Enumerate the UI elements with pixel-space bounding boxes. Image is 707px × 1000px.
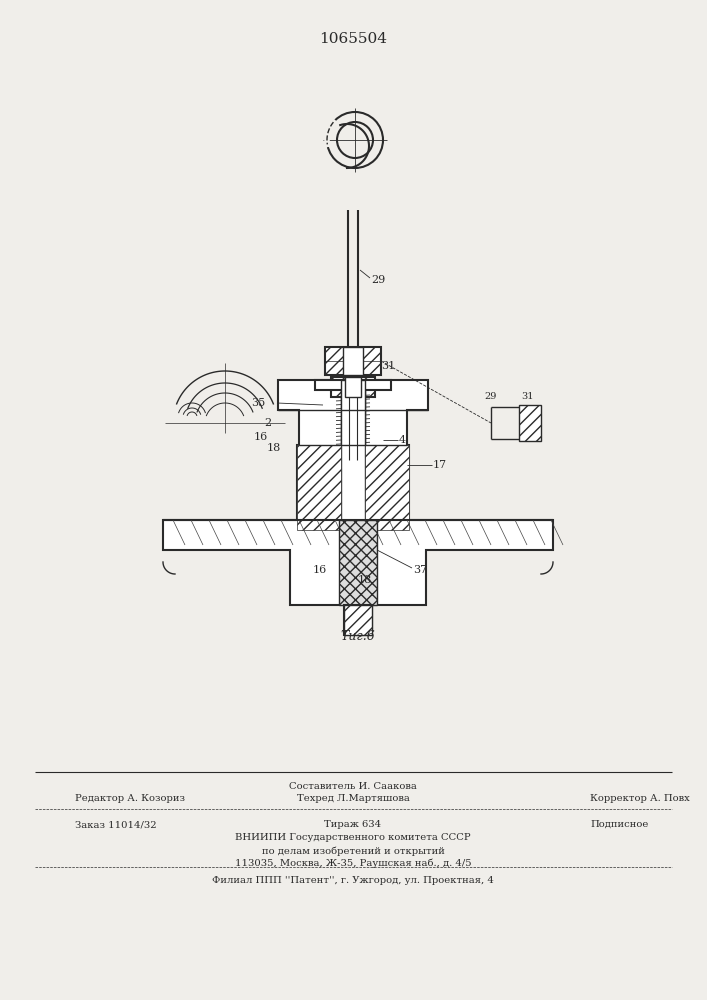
- Bar: [519, 405, 541, 441]
- Bar: [339, 520, 377, 605]
- Text: 31: 31: [521, 392, 533, 401]
- Text: 18: 18: [358, 575, 373, 585]
- Text: Тираж 634: Тираж 634: [325, 820, 382, 829]
- Bar: [365, 445, 409, 530]
- Text: ВНИИПИ Государственного комитета СССР: ВНИИПИ Государственного комитета СССР: [235, 833, 471, 842]
- Bar: [297, 445, 341, 530]
- Text: Τиг.6: Τиг.6: [341, 630, 375, 643]
- Text: 4: 4: [399, 435, 406, 445]
- Text: по делам изобретений и открытий: по делам изобретений и открытий: [262, 846, 445, 856]
- Bar: [345, 377, 361, 397]
- Text: Филиал ППП ''Патент'', г. Ужгород, ул. Проектная, 4: Филиал ППП ''Патент'', г. Ужгород, ул. П…: [212, 876, 494, 885]
- Bar: [325, 347, 381, 375]
- Bar: [341, 390, 365, 500]
- Bar: [331, 377, 375, 397]
- Text: 35: 35: [251, 398, 265, 408]
- Text: Корректор А. Повх: Корректор А. Повх: [590, 794, 690, 803]
- Bar: [336, 397, 370, 460]
- Text: Подписное: Подписное: [590, 820, 648, 829]
- Text: 2: 2: [264, 418, 271, 428]
- Text: 17: 17: [433, 460, 447, 470]
- Text: 31: 31: [381, 361, 395, 371]
- Text: Редактор А. Козориз: Редактор А. Козориз: [75, 794, 185, 803]
- Bar: [323, 390, 383, 500]
- Text: 29: 29: [485, 392, 497, 401]
- Bar: [343, 347, 363, 375]
- Text: 16: 16: [313, 565, 327, 575]
- Bar: [344, 605, 372, 635]
- Text: 16: 16: [254, 432, 268, 442]
- Text: 37: 37: [413, 565, 427, 575]
- Polygon shape: [163, 520, 553, 605]
- Text: Заказ 11014/32: Заказ 11014/32: [75, 820, 157, 829]
- Bar: [344, 605, 372, 635]
- Text: Техред Л.Мартяшова: Техред Л.Мартяшова: [296, 794, 409, 803]
- Text: 29: 29: [371, 275, 385, 285]
- Text: Составитель И. Саакова: Составитель И. Саакова: [289, 782, 417, 791]
- Text: 113035, Москва, Ж-35, Раушская наб., д. 4/5: 113035, Москва, Ж-35, Раушская наб., д. …: [235, 859, 472, 868]
- Bar: [315, 380, 391, 390]
- Text: 18: 18: [267, 443, 281, 453]
- Polygon shape: [278, 380, 428, 530]
- Text: 1065504: 1065504: [319, 32, 387, 46]
- Bar: [341, 380, 365, 530]
